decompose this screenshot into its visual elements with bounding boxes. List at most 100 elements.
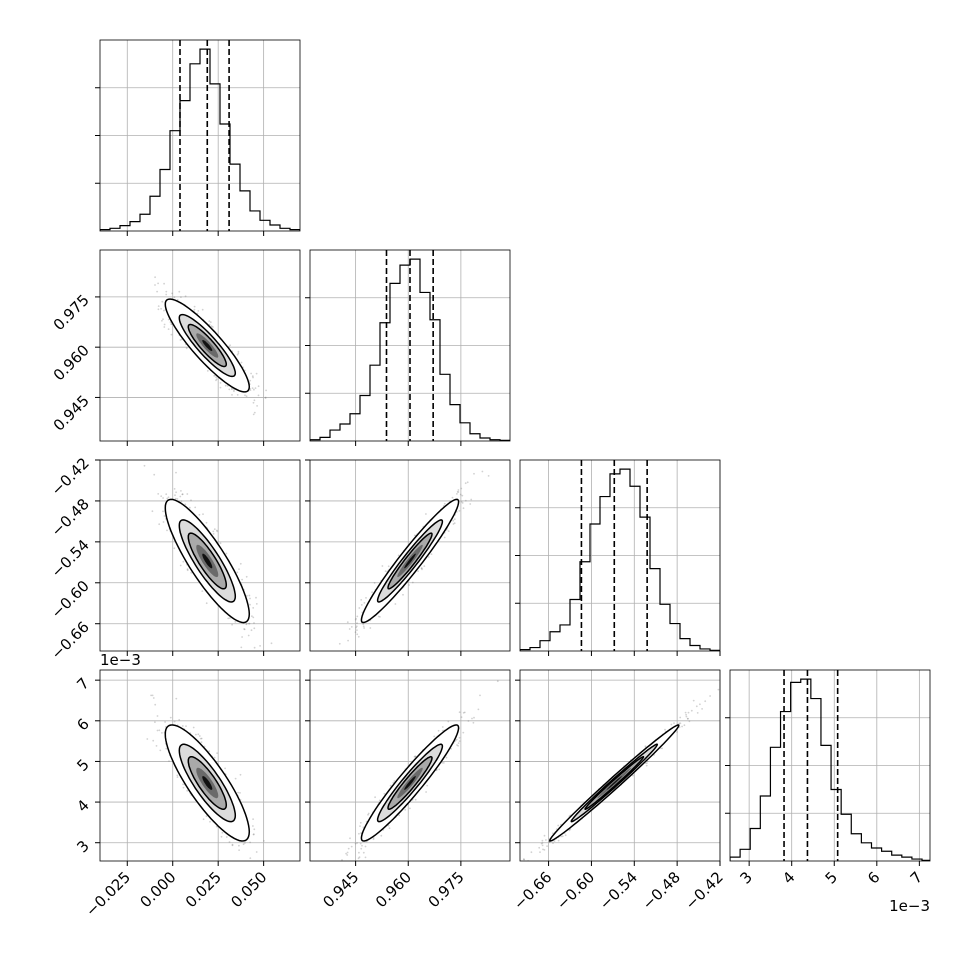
- sample-point: [402, 593, 404, 596]
- sample-point: [152, 697, 155, 699]
- sample-point: [362, 851, 365, 854]
- sample-point: [182, 783, 185, 786]
- sample-point: [160, 495, 163, 498]
- sample-point: [249, 389, 252, 391]
- sample-point: [456, 493, 458, 495]
- sample-point: [409, 807, 411, 810]
- sample-point: [184, 503, 187, 506]
- panel-frame: [309, 669, 511, 862]
- sample-point: [427, 556, 430, 558]
- sample-point: [645, 762, 648, 765]
- sample-point: [408, 584, 410, 586]
- panel-frame: [99, 39, 301, 232]
- sample-point: [358, 851, 360, 854]
- sample-point: [254, 387, 257, 389]
- sample-point: [346, 653, 348, 655]
- sample-point: [236, 571, 239, 574]
- sample-point: [205, 815, 208, 818]
- sample-point: [253, 622, 255, 624]
- sample-point: [450, 747, 452, 750]
- sample-point: [250, 372, 253, 375]
- sample-point: [238, 568, 240, 570]
- sample-point: [360, 847, 363, 850]
- sample-point: [426, 784, 429, 787]
- sample-point: [458, 510, 461, 512]
- sample-point: [212, 533, 215, 535]
- sample-point: [437, 729, 440, 732]
- sample-point: [231, 623, 234, 626]
- sample-point: [182, 786, 185, 789]
- sample-point: [265, 389, 267, 392]
- sample-point: [227, 617, 230, 620]
- sample-point: [358, 607, 361, 609]
- sample-point: [561, 835, 564, 838]
- sample-point: [456, 491, 459, 493]
- sample-point: [457, 742, 460, 744]
- sample-point: [263, 840, 265, 842]
- density-fill: [404, 553, 416, 569]
- sample-point: [220, 835, 223, 838]
- sample-point: [347, 639, 349, 642]
- panel-frame: [309, 459, 511, 652]
- sample-point: [381, 565, 384, 567]
- sample-point: [469, 503, 472, 505]
- sample-point: [363, 602, 366, 604]
- sample-point: [184, 295, 187, 298]
- sample-point: [543, 834, 546, 837]
- contour-line: [164, 498, 251, 624]
- sample-point: [345, 852, 347, 855]
- sample-point: [359, 842, 362, 845]
- sample-point: [240, 646, 243, 649]
- sample-point: [234, 777, 237, 780]
- sample-point: [384, 570, 387, 572]
- sample-point: [146, 738, 149, 740]
- sample-point: [181, 725, 184, 727]
- sample-point: [154, 276, 157, 279]
- sample-point: [379, 616, 381, 618]
- sample-point: [442, 762, 445, 764]
- sample-point: [430, 553, 433, 555]
- panel-frame: [99, 249, 301, 442]
- sample-point: [166, 529, 168, 532]
- sample-point: [180, 490, 182, 492]
- sample-point: [359, 825, 361, 827]
- sample-point: [249, 857, 252, 859]
- sample-point: [362, 623, 365, 625]
- sample-point: [239, 562, 242, 565]
- sample-point: [358, 856, 361, 859]
- sample-point: [228, 388, 231, 391]
- sample-point: [341, 859, 343, 861]
- sample-point: [552, 842, 554, 844]
- sample-point: [186, 568, 189, 571]
- sample-point: [163, 326, 166, 328]
- sample-point: [393, 780, 396, 782]
- sample-point: [248, 594, 251, 597]
- sample-point: [445, 756, 448, 759]
- sample-point: [389, 784, 392, 787]
- marginal-panel-0: [95, 39, 301, 232]
- sample-point: [173, 547, 176, 550]
- sample-point: [197, 733, 200, 736]
- sample-point: [257, 385, 260, 388]
- sample-point: [186, 569, 189, 572]
- sample-point: [373, 582, 376, 584]
- sample-point: [438, 768, 441, 771]
- sample-point: [173, 296, 176, 299]
- sample-point: [690, 709, 693, 712]
- sample-point: [364, 845, 367, 848]
- sample-point: [455, 738, 458, 741]
- sample-point: [200, 741, 203, 743]
- sample-point: [249, 603, 251, 606]
- sample-point: [447, 720, 450, 723]
- sample-point: [153, 473, 156, 476]
- sample-point: [175, 697, 178, 700]
- sample-point: [238, 844, 240, 847]
- sample-point: [458, 740, 461, 742]
- sample-point: [253, 388, 255, 391]
- contour-line: [376, 743, 444, 823]
- sample-point: [369, 627, 372, 629]
- sample-point: [253, 828, 256, 831]
- sample-point: [362, 625, 365, 628]
- sample-point: [357, 635, 360, 638]
- sample-point: [250, 629, 253, 632]
